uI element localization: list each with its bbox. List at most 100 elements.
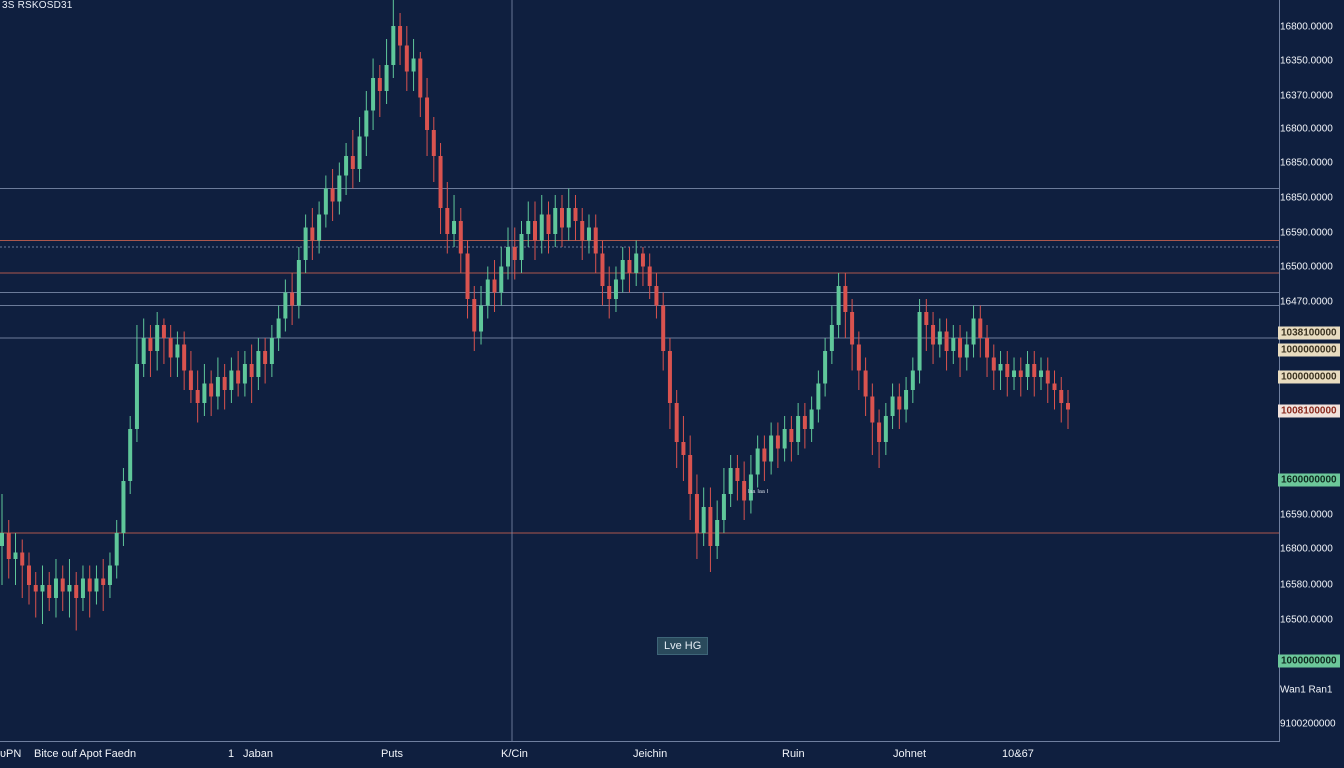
- candle: [661, 292, 666, 371]
- candle: [53, 559, 58, 618]
- candle: [910, 357, 915, 403]
- candle: [209, 370, 214, 416]
- candle: [303, 214, 308, 273]
- candle: [161, 318, 166, 364]
- candle: [1039, 357, 1044, 390]
- time-tick-label: ᴜPN: [0, 748, 22, 760]
- price-tag: 1038100000: [1278, 326, 1340, 340]
- candle: [877, 409, 882, 468]
- candle: [310, 208, 315, 260]
- price-tag: 1600000000: [1278, 473, 1340, 487]
- annotation-label: Lve HG: [657, 637, 709, 655]
- candle: [182, 331, 187, 390]
- candle: [121, 468, 126, 546]
- candle: [742, 461, 747, 520]
- price-tag: 1000000000: [1278, 370, 1340, 384]
- candle: [134, 325, 139, 442]
- candle: [573, 195, 578, 241]
- candle: [398, 13, 403, 65]
- candle: [512, 227, 517, 280]
- candle: [317, 201, 322, 254]
- candle: [519, 221, 524, 273]
- price-tag: 1000000000: [1278, 343, 1340, 357]
- candle: [769, 422, 774, 475]
- candle: [344, 143, 349, 195]
- candle: [391, 0, 396, 78]
- candle: [128, 416, 133, 494]
- candle: [479, 286, 484, 345]
- candle: [816, 370, 821, 423]
- candle: [418, 52, 423, 117]
- candle: [762, 435, 767, 481]
- candle: [175, 331, 180, 377]
- price-tick-label: 9100200000: [1280, 718, 1336, 730]
- time-axis[interactable]: [0, 741, 1279, 742]
- candle: [883, 403, 888, 455]
- candle: [897, 383, 902, 429]
- candle: [256, 338, 261, 390]
- candle: [148, 325, 153, 377]
- candle: [613, 266, 618, 312]
- candle: [458, 208, 463, 273]
- price-tick-label: 16590.0000: [1280, 509, 1333, 521]
- price-tick-label: 16350.0000: [1280, 55, 1333, 67]
- price-tick-label: 16800.0000: [1280, 543, 1333, 555]
- candle: [296, 247, 301, 319]
- price-tick-label: 16580.0000: [1280, 579, 1333, 591]
- price-tick-label: 16590.0000: [1280, 227, 1333, 239]
- price-chart[interactable]: [0, 0, 1279, 741]
- candle: [60, 565, 65, 611]
- candle: [796, 403, 801, 455]
- candle: [533, 201, 537, 260]
- candle: [242, 351, 247, 397]
- candle: [80, 565, 85, 611]
- candle: [681, 416, 686, 481]
- candle: [236, 351, 241, 397]
- candle: [958, 325, 963, 377]
- candle: [438, 143, 443, 234]
- price-tag: 1000000000: [1278, 654, 1340, 668]
- time-tick-label: Ruin: [782, 748, 805, 760]
- candle: [978, 305, 983, 358]
- candle: [195, 370, 200, 423]
- candle: [364, 91, 369, 156]
- candle: [539, 195, 544, 254]
- volume-label: ᴵᵃᵃ ᴵᵃᵃ ᴵ: [748, 488, 769, 497]
- candle: [647, 253, 652, 299]
- candle: [1066, 390, 1070, 429]
- candle: [323, 175, 328, 228]
- candle: [904, 377, 909, 423]
- candle: [721, 468, 726, 533]
- candle: [13, 533, 18, 585]
- candle: [553, 195, 558, 247]
- candle: [991, 344, 996, 390]
- candle: [411, 39, 416, 91]
- candle: [188, 351, 193, 403]
- candle: [600, 240, 605, 306]
- candle: [404, 26, 409, 91]
- candle: [526, 201, 531, 247]
- candle: [485, 266, 490, 319]
- candle: [26, 552, 31, 605]
- candle: [269, 325, 274, 377]
- candle: [931, 312, 936, 364]
- candle: [337, 162, 342, 215]
- candle: [141, 318, 146, 377]
- candle: [836, 273, 841, 338]
- candle: [1005, 351, 1010, 397]
- candle: [47, 572, 52, 611]
- candle: [1059, 377, 1064, 423]
- candle: [748, 455, 753, 514]
- candle: [87, 565, 92, 618]
- candle: [33, 572, 38, 618]
- candle: [985, 325, 990, 377]
- candle: [924, 299, 929, 351]
- candle: [944, 318, 949, 371]
- candle: [249, 344, 254, 403]
- candle: [688, 435, 693, 520]
- candle: [202, 364, 207, 416]
- price-tick-label: 16850.0000: [1280, 157, 1333, 169]
- candle: [998, 351, 1003, 390]
- candle: [492, 260, 497, 312]
